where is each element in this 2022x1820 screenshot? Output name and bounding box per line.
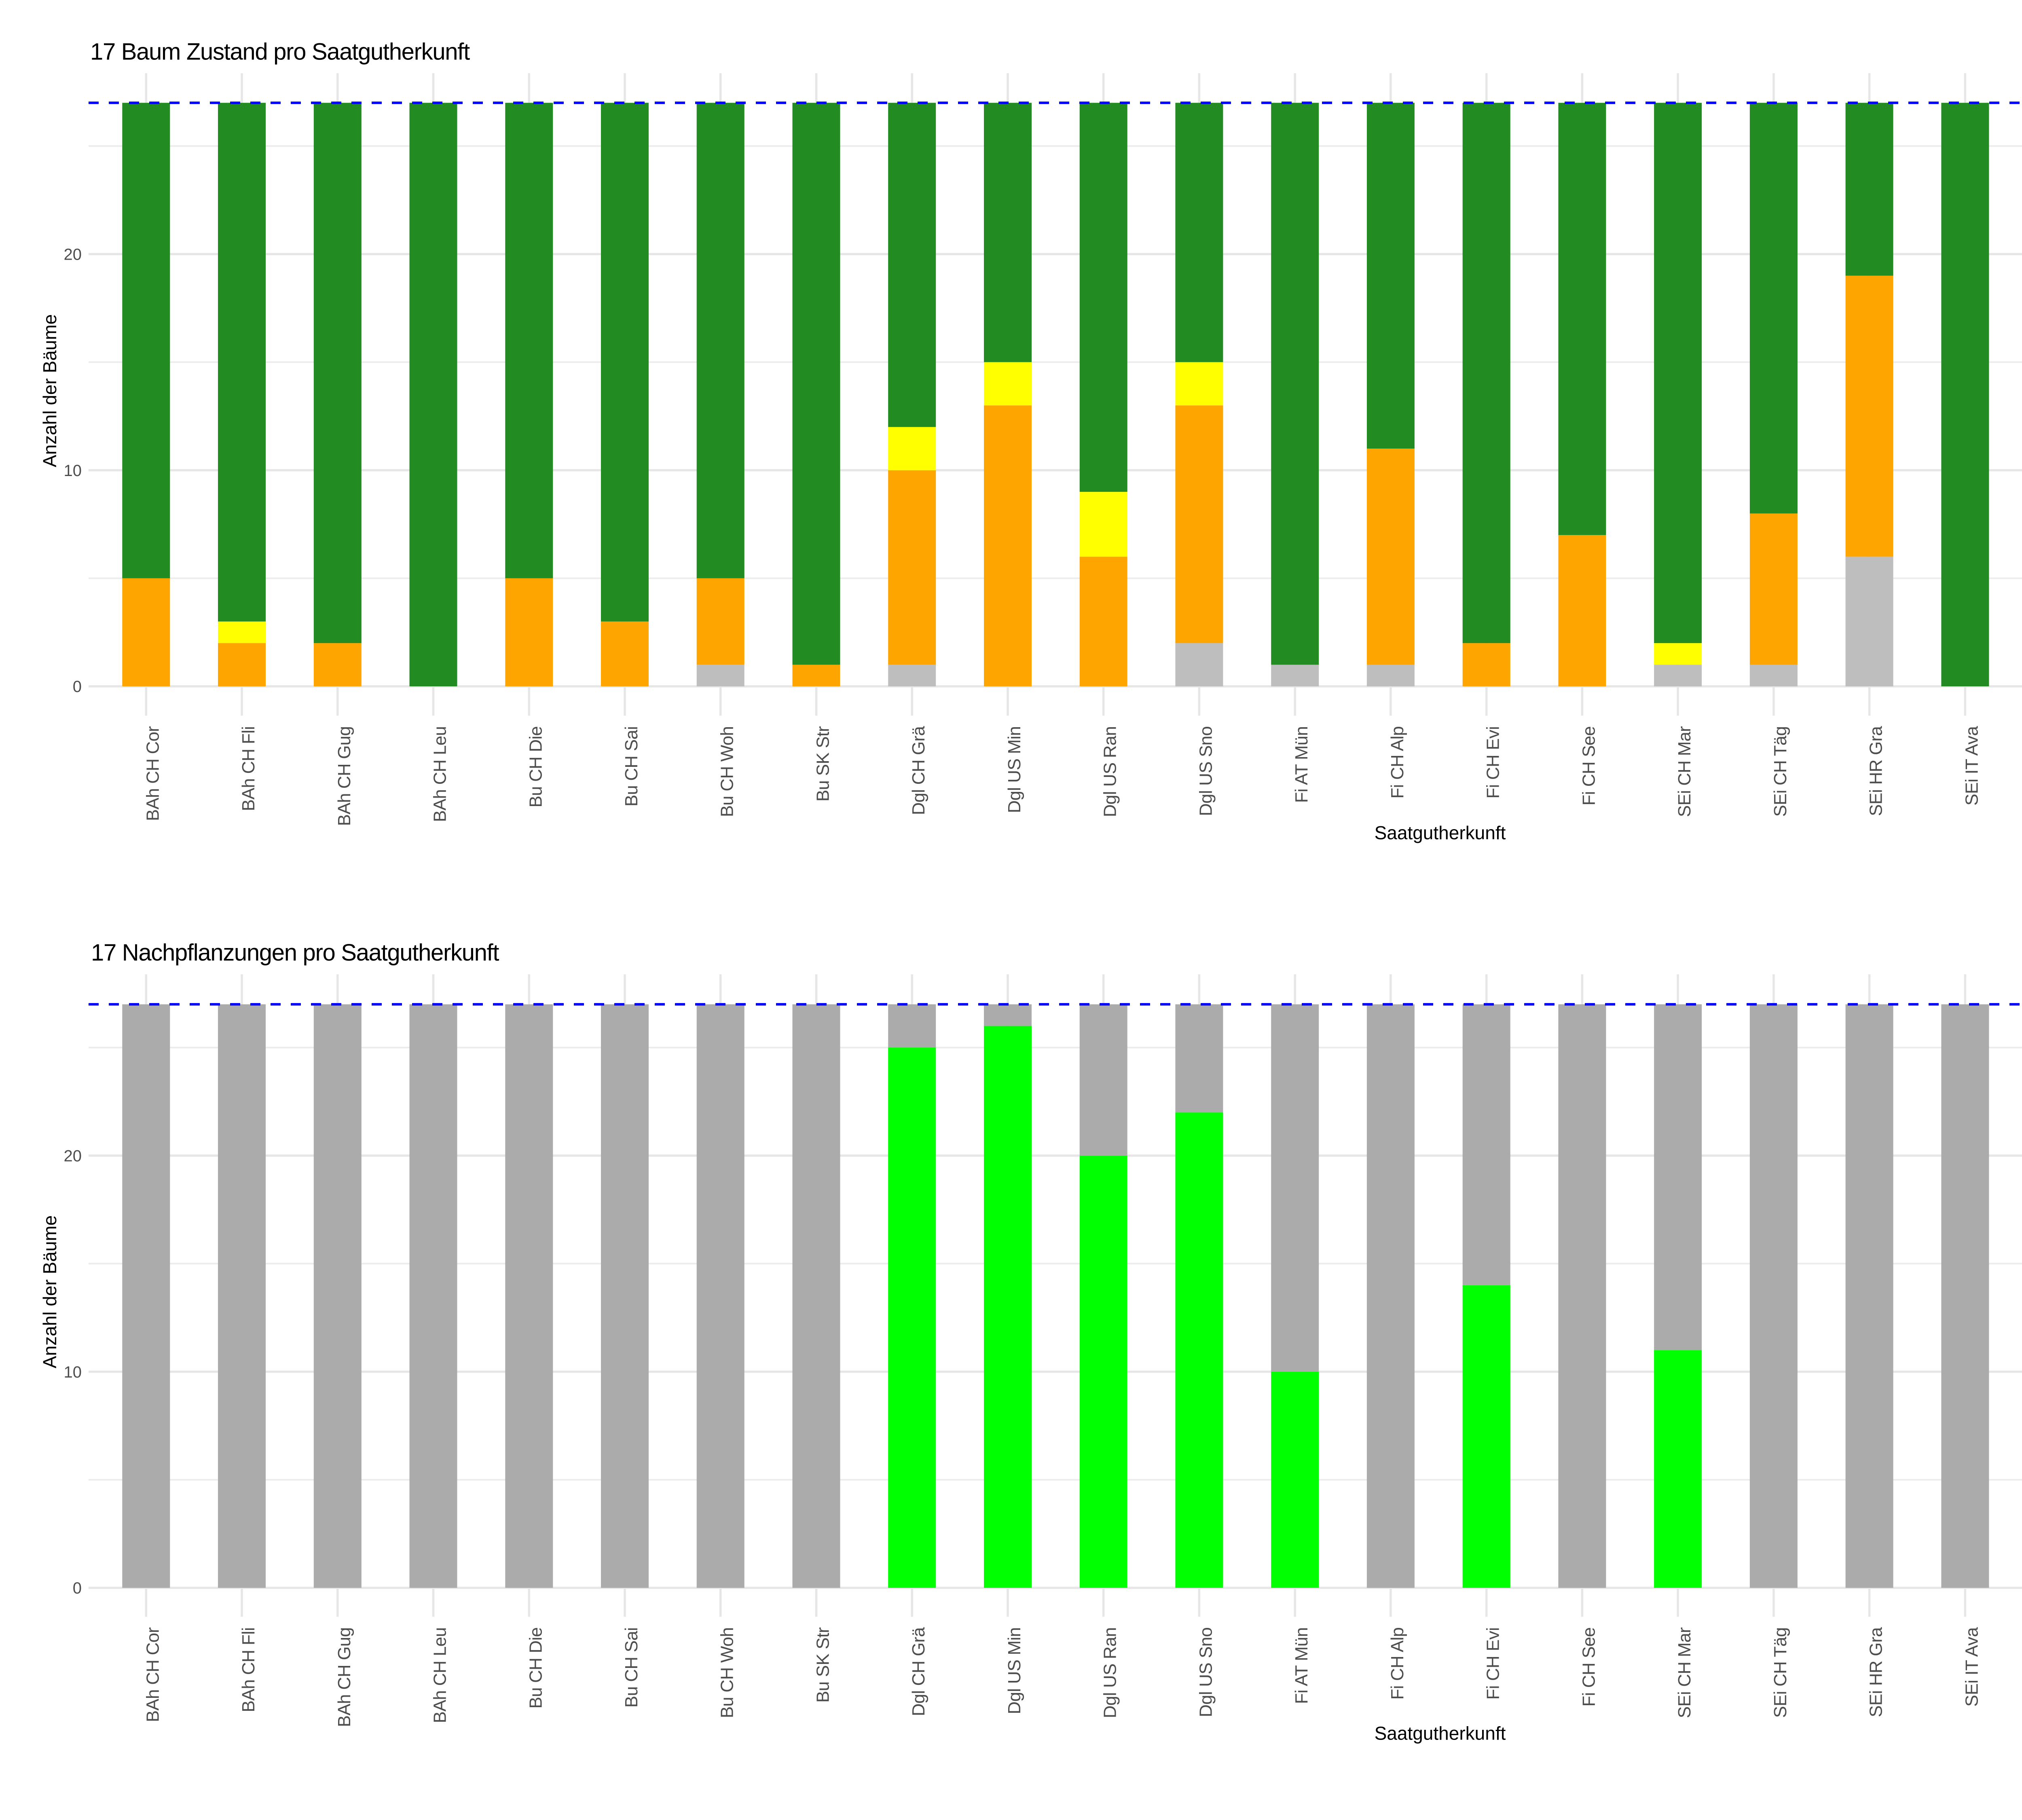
svg-text:SEi CH Mar: SEi CH Mar bbox=[1675, 1627, 1694, 1718]
svg-text:Fi CH See: Fi CH See bbox=[1579, 726, 1599, 806]
svg-text:10: 10 bbox=[64, 1363, 82, 1381]
svg-text:Saatgutherkunft: Saatgutherkunft bbox=[1375, 822, 1506, 843]
svg-text:SEi HR Gra: SEi HR Gra bbox=[1866, 726, 1886, 816]
svg-text:0: 0 bbox=[73, 1579, 82, 1597]
svg-text:SEi CH Mar: SEi CH Mar bbox=[1675, 726, 1694, 817]
svg-text:Fi AT Mün: Fi AT Mün bbox=[1292, 1627, 1311, 1704]
svg-text:Bu CH Die: Bu CH Die bbox=[526, 726, 546, 808]
svg-text:Fi CH Alp: Fi CH Alp bbox=[1387, 726, 1407, 799]
svg-text:SEi HR Gra: SEi HR Gra bbox=[1866, 1627, 1886, 1717]
svg-text:BAh CH Leu: BAh CH Leu bbox=[430, 726, 450, 822]
svg-text:Dgl US Sno: Dgl US Sno bbox=[1196, 726, 1216, 816]
svg-text:Dgl US Ran: Dgl US Ran bbox=[1100, 726, 1120, 817]
svg-text:Dgl US Sno: Dgl US Sno bbox=[1196, 1627, 1216, 1717]
svg-text:SEi IT Ava: SEi IT Ava bbox=[1962, 1627, 1982, 1707]
svg-text:Saatgutherkunft: Saatgutherkunft bbox=[1375, 1723, 1506, 1744]
svg-text:Fi CH Alp: Fi CH Alp bbox=[1387, 1627, 1407, 1700]
svg-text:BAh CH Fli: BAh CH Fli bbox=[239, 726, 258, 811]
svg-text:Dgl CH Grä: Dgl CH Grä bbox=[909, 726, 929, 815]
svg-text:SEi CH Täg: SEi CH Täg bbox=[1770, 1627, 1790, 1718]
svg-text:10: 10 bbox=[64, 462, 82, 480]
svg-text:Dgl US Ran: Dgl US Ran bbox=[1100, 1627, 1120, 1718]
svg-text:BAh CH Gug: BAh CH Gug bbox=[334, 726, 354, 826]
svg-text:BAh CH Cor: BAh CH Cor bbox=[143, 1627, 163, 1722]
svg-text:Bu CH Sai: Bu CH Sai bbox=[622, 726, 641, 806]
svg-text:Fi CH See: Fi CH See bbox=[1579, 1627, 1599, 1707]
svg-text:BAh CH Gug: BAh CH Gug bbox=[334, 1627, 354, 1727]
svg-text:Bu CH Woh: Bu CH Woh bbox=[717, 1627, 737, 1718]
svg-text:Fi CH Evi: Fi CH Evi bbox=[1483, 726, 1503, 799]
svg-text:Anzahl der Bäume: Anzahl der Bäume bbox=[39, 1215, 60, 1368]
svg-text:Bu CH Sai: Bu CH Sai bbox=[622, 1627, 641, 1708]
svg-text:Dgl US Min: Dgl US Min bbox=[1005, 726, 1024, 813]
svg-text:17 Baum Zustand pro Saatguther: 17 Baum Zustand pro Saatgutherkunft bbox=[90, 39, 470, 65]
svg-text:Bu SK Str: Bu SK Str bbox=[813, 726, 833, 802]
svg-text:Fi CH Evi: Fi CH Evi bbox=[1483, 1627, 1503, 1700]
svg-text:BAh CH Leu: BAh CH Leu bbox=[430, 1627, 450, 1723]
svg-text:Anzahl der Bäume: Anzahl der Bäume bbox=[39, 314, 60, 467]
svg-text:BAh CH Fli: BAh CH Fli bbox=[239, 1627, 258, 1712]
svg-text:Dgl CH Grä: Dgl CH Grä bbox=[909, 1627, 929, 1716]
svg-text:0: 0 bbox=[73, 678, 82, 696]
svg-text:SEi CH Täg: SEi CH Täg bbox=[1770, 726, 1790, 817]
svg-text:SEi IT Ava: SEi IT Ava bbox=[1962, 726, 1982, 806]
svg-text:Bu CH Woh: Bu CH Woh bbox=[717, 726, 737, 817]
svg-text:17 Nachpflanzungen pro Saatgut: 17 Nachpflanzungen pro Saatgutherkunft bbox=[91, 940, 499, 966]
svg-text:Dgl US Min: Dgl US Min bbox=[1005, 1627, 1024, 1714]
svg-text:20: 20 bbox=[64, 1147, 82, 1165]
svg-text:Bu SK Str: Bu SK Str bbox=[813, 1627, 833, 1703]
svg-text:BAh CH Cor: BAh CH Cor bbox=[143, 726, 163, 821]
svg-text:20: 20 bbox=[64, 246, 82, 264]
svg-text:Bu CH Die: Bu CH Die bbox=[526, 1627, 546, 1709]
svg-text:Fi AT Mün: Fi AT Mün bbox=[1292, 726, 1311, 803]
